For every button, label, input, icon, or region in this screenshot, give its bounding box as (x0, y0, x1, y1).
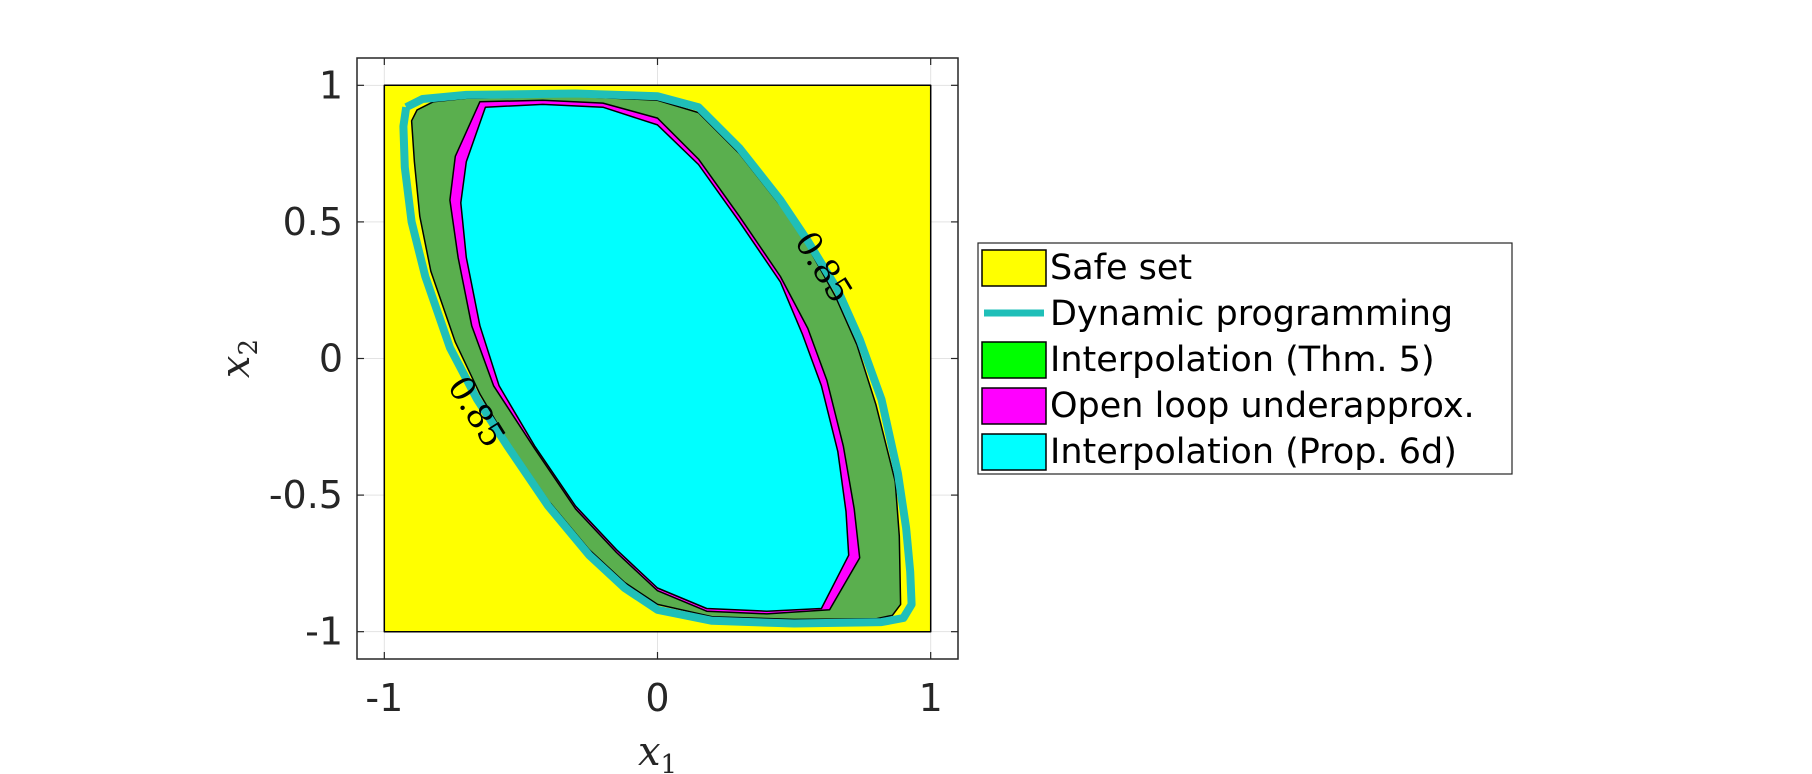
series-dynamic-programming (399, 89, 916, 628)
series-interpolation-prop-6d (460, 103, 850, 612)
legend: Safe set Dynamic programming Interpolation… (977, 242, 1513, 475)
legend-label-interpolation-prop-6d: Interpolation (Prop. 6d) (1050, 432, 1457, 472)
legend-swatch-interpolation-prop-6d (981, 433, 1047, 471)
legend-label-safe-set: Safe set (1050, 248, 1192, 288)
axis-ticks: -1 0 1 -1 -0.5 0 0.5 1 (269, 58, 958, 720)
legend-box (977, 242, 1513, 475)
legend-label-open-loop-underapprox: Open loop underapprox. (1050, 386, 1475, 426)
legend-label-interpolation-thm-5: Interpolation (Thm. 5) (1050, 340, 1435, 380)
y-tick-label: -1 (305, 610, 343, 654)
y-axis-label: x2 (213, 339, 264, 378)
x-tick-label: 0 (645, 676, 669, 720)
legend-swatch-interpolation-thm-5 (981, 341, 1047, 379)
legend-label-dynamic-programming: Dynamic programming (1050, 294, 1453, 334)
legend-swatch-safe-set (981, 249, 1047, 287)
y-tick-label: 0 (319, 337, 343, 381)
y-tick-label: -0.5 (269, 473, 343, 517)
x-axis-label: x1 (638, 729, 677, 774)
y-tick-label: 1 (319, 63, 343, 107)
legend-swatch-open-loop-underapprox (981, 387, 1047, 425)
x-tick-label: -1 (365, 676, 403, 720)
y-tick-label: 0.5 (283, 200, 343, 244)
x-tick-label: 1 (919, 676, 943, 720)
plot-series (383, 84, 932, 633)
